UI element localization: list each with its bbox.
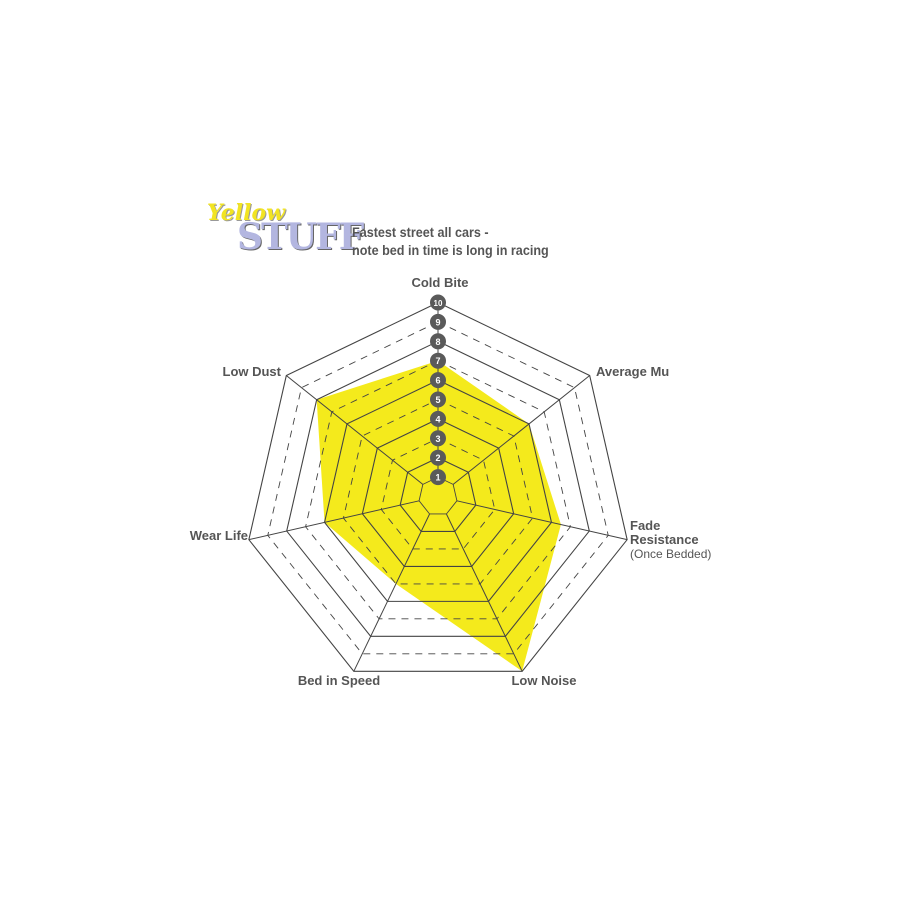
axis-spoke [456,500,628,541]
axis-spoke [286,375,424,485]
logo-yellow-text: Yellow [207,200,286,226]
yellowstuff-logo: Yellow STUFF [205,200,364,270]
axis-label: Low Dust [223,364,282,379]
tick-badge [430,449,446,466]
tick-label: 6 [435,376,440,386]
tick-label: 4 [435,414,440,424]
tick-badge [430,469,446,486]
subtitle-line-2: note bed in time is long in racing [352,242,549,258]
axis-label: Wear Life [190,528,248,543]
grid-ring-2 [399,457,477,533]
grid-ring-6 [323,379,553,602]
chart-subtitle: Fastest street all cars - note bed in ti… [352,223,549,259]
tick-badge [430,352,446,369]
tick-badge [430,333,446,350]
axis-label: Cold Bite [411,275,468,290]
grid-ring-10 [248,301,628,672]
grid-ring-1 [418,476,458,515]
axis-label: Low Noise [511,673,576,688]
grid-ring-4 [361,418,515,567]
tick-badge [430,391,446,408]
tick-label: 5 [435,395,440,405]
tick-badge [430,430,446,447]
tick-label: 2 [435,453,440,463]
axis-spoke [452,375,590,485]
tick-label: 3 [435,434,440,444]
grid-ring-8 [286,340,590,637]
tick-label: 1 [435,473,440,483]
tick-label: 9 [435,317,440,327]
data-area [316,360,561,672]
axis-spoke [445,513,523,672]
tick-label: 8 [435,337,440,347]
tick-label: 10 [434,299,443,308]
axis-sublabel: (Once Bedded) [630,547,711,561]
tick-badge [430,294,446,311]
logo-stuff-text: STUFF [237,216,364,258]
axis-label: Average Mu [596,364,669,379]
tick-label: 7 [435,356,440,366]
tick-badge [430,313,446,330]
grid-ring-3 [380,437,496,550]
subtitle-line-1: Fastest street all cars - [352,224,489,240]
axis-label: Resistance [630,532,699,547]
axis-spoke [248,500,420,541]
tick-badge [430,410,446,427]
axis-spoke [353,513,431,672]
axis-label: Bed in Speed [298,673,380,688]
axis-label: Fade [630,518,660,533]
tick-badge [430,372,446,389]
